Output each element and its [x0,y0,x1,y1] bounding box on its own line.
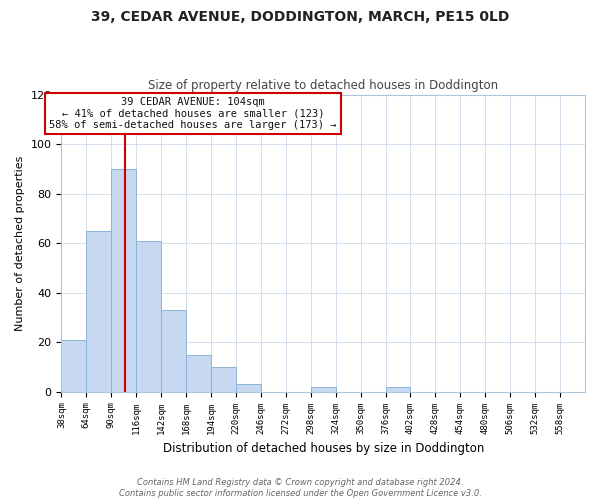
Bar [236,384,261,392]
Text: 39, CEDAR AVENUE, DODDINGTON, MARCH, PE15 0LD: 39, CEDAR AVENUE, DODDINGTON, MARCH, PE1… [91,10,509,24]
Bar [186,354,211,392]
Bar [86,230,111,392]
Text: 39 CEDAR AVENUE: 104sqm
← 41% of detached houses are smaller (123)
58% of semi-d: 39 CEDAR AVENUE: 104sqm ← 41% of detache… [49,97,337,130]
Bar [111,169,136,392]
Bar [311,386,335,392]
Bar [161,310,186,392]
Bar [211,367,236,392]
Bar [136,240,161,392]
Bar [386,386,410,392]
Title: Size of property relative to detached houses in Doddington: Size of property relative to detached ho… [148,79,498,92]
Text: Contains HM Land Registry data © Crown copyright and database right 2024.
Contai: Contains HM Land Registry data © Crown c… [119,478,481,498]
Y-axis label: Number of detached properties: Number of detached properties [15,156,25,331]
X-axis label: Distribution of detached houses by size in Doddington: Distribution of detached houses by size … [163,442,484,455]
Bar [61,340,86,392]
